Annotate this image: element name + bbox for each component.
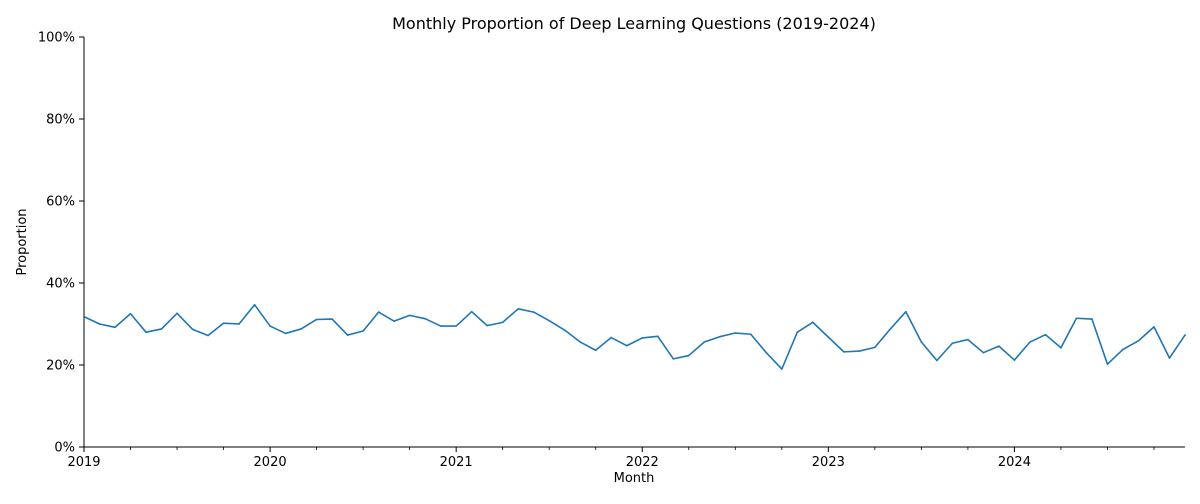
data-point [796, 331, 799, 334]
data-point [517, 308, 519, 310]
data-point [1075, 317, 1078, 320]
y-tick-label: 20% [46, 359, 75, 374]
data-point [858, 350, 861, 352]
x-tick-label: 2024 [998, 455, 1031, 470]
data-point [1013, 359, 1016, 361]
data-point [1044, 333, 1047, 336]
data-point [160, 328, 163, 330]
data-point [207, 334, 209, 337]
data-point [1122, 348, 1124, 351]
data-point [1060, 346, 1062, 349]
data-point [563, 329, 566, 331]
data-point [703, 341, 706, 343]
data-point [253, 303, 256, 306]
data-point [346, 334, 349, 336]
data-point [1168, 357, 1171, 359]
data-point [951, 342, 954, 345]
data-point [656, 335, 659, 338]
y-tick-label: 0% [54, 441, 75, 456]
data-point [920, 341, 923, 343]
data-point [238, 323, 240, 325]
data-point [967, 338, 969, 341]
data-point [1029, 341, 1031, 343]
data-point [998, 345, 1000, 347]
data-point [408, 314, 411, 317]
data-point [83, 315, 85, 318]
data-point [734, 332, 737, 334]
data-point [191, 328, 194, 331]
data-point [687, 354, 690, 357]
data-point [532, 311, 535, 313]
data-point [905, 310, 907, 313]
data-point [470, 310, 473, 313]
data-point [827, 336, 830, 338]
data-point [625, 344, 628, 347]
data-point [269, 325, 271, 327]
data-point [300, 328, 302, 330]
x-tick-label: 2020 [254, 455, 287, 470]
series-line [83, 303, 1186, 370]
y-tick-label: 60% [46, 195, 75, 210]
chart-title: Monthly Proportion of Deep Learning Ques… [392, 14, 876, 33]
data-point [284, 332, 287, 335]
data-point [750, 333, 752, 336]
y-axis-label: Proportion [15, 208, 30, 275]
data-point [377, 311, 380, 313]
data-point [1137, 340, 1140, 342]
y-tick-label: 100% [38, 31, 75, 46]
data-point [176, 312, 178, 315]
x-tick-label: 2021 [440, 455, 473, 470]
data-point [393, 320, 395, 322]
data-point [98, 323, 101, 325]
data-point [1184, 334, 1186, 336]
x-tick-label: 2023 [812, 455, 845, 470]
data-point [486, 324, 488, 327]
data-point [315, 318, 318, 321]
data-point [889, 328, 892, 330]
data-point [874, 346, 876, 349]
data-point [594, 349, 597, 352]
data-point [1153, 326, 1155, 328]
data-point [145, 331, 147, 334]
data-point [610, 336, 613, 339]
data-point [672, 358, 675, 360]
data-point [765, 351, 768, 354]
data-point [424, 317, 426, 320]
data-point [222, 322, 225, 324]
data-point [362, 330, 364, 332]
data-point [781, 368, 783, 370]
data-point [843, 351, 845, 353]
data-point [1091, 318, 1093, 320]
y-tick-label: 40% [46, 277, 75, 292]
data-point [1106, 363, 1109, 365]
y-axis-ticks: 0% 20% 40% 60% 80% 100% [38, 31, 84, 456]
x-axis-label: Month [614, 471, 655, 486]
data-point [455, 325, 457, 327]
data-point [439, 325, 442, 327]
y-tick-label: 80% [46, 113, 75, 128]
data-point [936, 359, 938, 362]
data-point [114, 326, 116, 329]
data-point [579, 341, 582, 343]
x-tick-label: 2019 [67, 455, 100, 470]
data-point [641, 337, 644, 339]
data-point [718, 335, 721, 338]
data-point [812, 321, 814, 324]
data-point [501, 321, 504, 324]
x-axis-ticks: 2019 2020 2021 2022 2023 2024 [67, 447, 1155, 470]
data-point [982, 351, 985, 354]
x-tick-label: 2022 [626, 455, 659, 470]
series-points [83, 303, 1186, 370]
data-point [129, 312, 132, 315]
data-point [548, 319, 551, 322]
data-point [331, 318, 333, 320]
